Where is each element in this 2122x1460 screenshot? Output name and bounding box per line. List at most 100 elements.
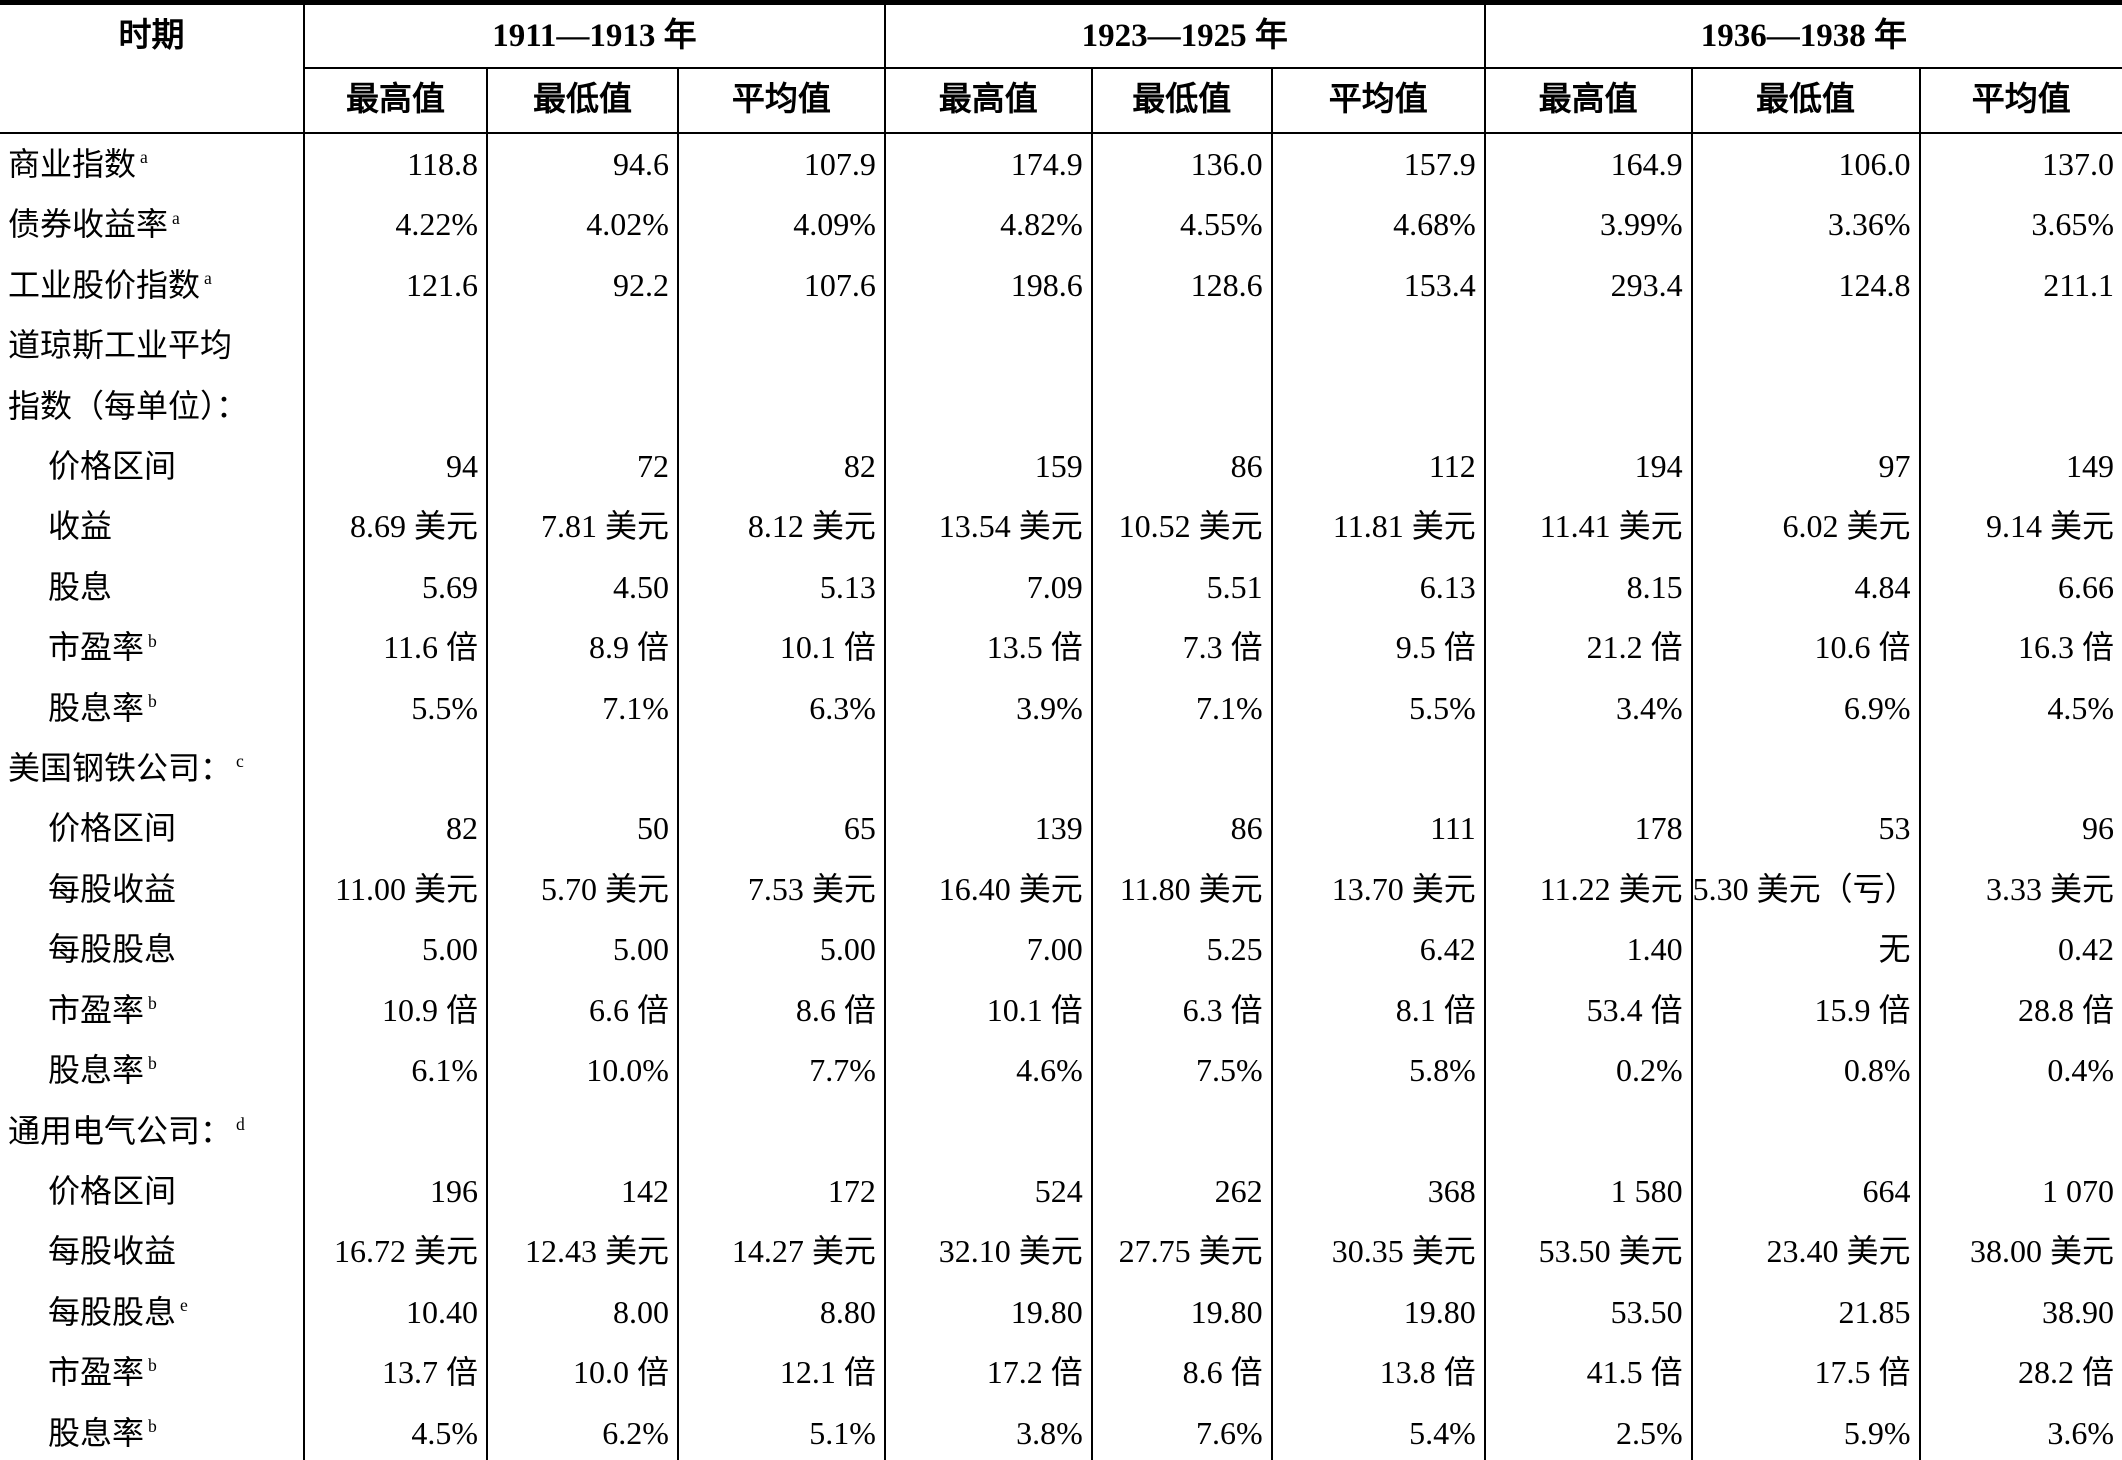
value-cell: 7.09: [883, 556, 1092, 618]
value-cell: 86: [1090, 798, 1272, 859]
row-label-cell: 股息率 b: [0, 1040, 304, 1100]
value-cell: 8.12 美元: [676, 496, 885, 557]
value-cell: 5.69: [303, 556, 487, 618]
value-cell: [676, 315, 885, 437]
table-row: 价格区间 82 50 65 139 86 111 178 53 96: [0, 798, 2122, 859]
table-header: 时期 1911—1913 年 1923—1925 年 1936—1938 年 最…: [0, 2, 2122, 134]
value-cell: 139: [883, 798, 1092, 859]
row-label-cell: 股息率 b: [0, 1403, 304, 1460]
value-cell: 136.0: [1090, 133, 1272, 195]
table-row: 商业指数 a 118.8 94.6 107.9 174.9 136.0 157.9 164.9 1…: [0, 133, 2122, 195]
value-cell: 53.50: [1483, 1281, 1692, 1343]
value-cell: 12.1 倍: [676, 1342, 885, 1403]
value-cell: 30.35 美元: [1270, 1221, 1485, 1282]
value-cell: 14.27 美元: [676, 1221, 885, 1282]
row-label-text: 每股收益: [48, 870, 177, 907]
value-cell: 16.3 倍: [1918, 617, 2122, 678]
value-cell: 159: [883, 436, 1092, 497]
value-cell: 4.5%: [303, 1402, 487, 1460]
value-cell: 27.75 美元: [1090, 1221, 1272, 1282]
value-cell: 111: [1270, 798, 1485, 859]
value-cell: 7.00: [883, 919, 1092, 980]
value-cell: [1483, 1100, 1692, 1161]
value-cell: 38.00 美元: [1918, 1221, 2122, 1282]
value-cell: 3.65%: [1918, 194, 2122, 255]
row-label-text: 股息率: [48, 1414, 145, 1451]
value-cell: [1090, 738, 1272, 799]
value-cell: 178: [1483, 798, 1692, 859]
value-cell: 368: [1270, 1160, 1485, 1222]
value-cell: [1690, 738, 1920, 799]
value-cell: 4.6%: [883, 1040, 1092, 1101]
value-cell: [1690, 315, 1920, 437]
value-cell: 7.81 美元: [485, 496, 678, 557]
value-cell: 262: [1090, 1160, 1272, 1222]
value-cell: 86: [1090, 436, 1272, 497]
value-cell: 17.5 倍: [1690, 1342, 1920, 1403]
value-cell: 664: [1690, 1160, 1920, 1222]
value-cell: 5.9%: [1690, 1402, 1920, 1460]
value-cell: 19.80: [1270, 1281, 1485, 1343]
value-cell: 3.4%: [1483, 677, 1692, 739]
value-cell: [883, 315, 1092, 437]
footnote-marker: d: [236, 1113, 245, 1134]
value-cell: 196: [303, 1160, 487, 1222]
value-cell: 17.2 倍: [883, 1342, 1092, 1403]
value-cell: [1270, 1100, 1485, 1161]
footnote-marker: a: [172, 207, 180, 228]
value-cell: 13.5 倍: [883, 617, 1092, 678]
value-cell: [1270, 738, 1485, 799]
value-cell: 12.43 美元: [485, 1221, 678, 1282]
row-label-cell: 每股股息: [0, 919, 304, 979]
value-cell: 15.9 倍: [1690, 979, 1920, 1041]
value-cell: 8.1 倍: [1270, 979, 1485, 1041]
value-cell: 8.69 美元: [303, 496, 487, 557]
value-cell: 5.13: [676, 556, 885, 618]
value-cell: 8.6 倍: [676, 979, 885, 1041]
table-row: 股息率 b 4.5% 6.2% 5.1% 3.8% 7.6% 5.4% 2.5% 5.9% 3.6%: [0, 1402, 2122, 1460]
value-cell: 6.3%: [676, 677, 885, 739]
value-cell: 7.5%: [1090, 1040, 1272, 1101]
value-cell: 0.42: [1918, 919, 2122, 980]
value-cell: 7.1%: [1090, 677, 1272, 739]
value-cell: 4.55%: [1090, 194, 1272, 255]
value-cell: 524: [883, 1160, 1092, 1222]
row-label-text: 每股股息: [48, 1293, 177, 1330]
row-label-cell: 价格区间: [0, 798, 304, 858]
value-cell: 8.15: [1483, 556, 1692, 618]
value-cell: 4.68%: [1270, 194, 1485, 255]
value-cell: 28.8 倍: [1918, 979, 2122, 1041]
value-cell: [1690, 1100, 1920, 1161]
value-cell: 4.84: [1690, 556, 1920, 618]
value-cell: 82: [303, 798, 487, 859]
value-cell: 10.0%: [485, 1040, 678, 1101]
value-cell: [1483, 738, 1692, 799]
row-label-text: 价格区间: [48, 1172, 177, 1209]
table-row: 股息率 b 6.1% 10.0% 7.7% 4.6% 7.5% 5.8% 0.2% 0.8% 0.4…: [0, 1040, 2122, 1101]
value-cell: 3.99%: [1483, 194, 1692, 255]
value-cell: 153.4: [1270, 254, 1485, 316]
value-cell: [883, 1100, 1092, 1161]
period-header-row: 时期 1911—1913 年 1923—1925 年 1936—1938 年: [0, 2, 2122, 134]
table-row: 股息 5.69 4.50 5.13 7.09 5.51 6.13 8.15 4.84 6.66: [0, 556, 2122, 618]
value-cell: 5.5%: [1270, 677, 1485, 739]
row-label-cell: 收益: [0, 496, 304, 556]
value-cell: 137.0: [1918, 133, 2122, 195]
value-cell: [883, 738, 1092, 799]
value-cell: 4.02%: [485, 194, 678, 255]
value-cell: 7.7%: [676, 1040, 885, 1101]
value-cell: 5.5%: [303, 677, 487, 739]
footnote-marker: b: [148, 1355, 157, 1376]
value-cell: 96: [1918, 798, 2122, 859]
value-cell: 94: [303, 436, 487, 497]
subheader-p3-3: 平均值: [1918, 68, 2122, 134]
value-cell: 10.52 美元: [1090, 496, 1272, 557]
table-row: 每股收益 16.72 美元 12.43 美元 14.27 美元 32.10 美元 27.7…: [0, 1221, 2122, 1282]
row-label-cell: 道琼斯工业平均 指数（每单位）：: [0, 315, 304, 436]
value-cell: 5.4%: [1270, 1402, 1485, 1460]
value-cell: 82: [676, 436, 885, 497]
value-cell: 21.85: [1690, 1281, 1920, 1343]
value-cell: 8.80: [676, 1281, 885, 1343]
value-cell: 4.5%: [1918, 677, 2122, 739]
